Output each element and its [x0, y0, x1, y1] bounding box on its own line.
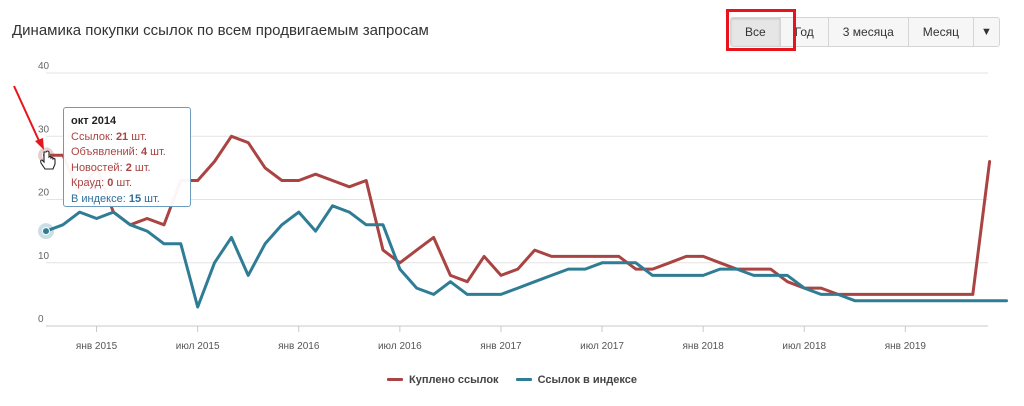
annotation-arrow-group — [13, 85, 44, 150]
y-tick-label: 30 — [38, 124, 50, 135]
tooltip-row-unit: шт. — [141, 192, 160, 205]
tooltip-row-value: 4 — [140, 146, 148, 158]
tooltip-row-label: Новостей: — [71, 161, 126, 174]
tooltip-row-unit: шт. — [128, 130, 147, 143]
chart-tooltip: окт 2014 Ссылок: 21 шт. Объявлений: 4 шт.… — [63, 107, 191, 207]
range-all-button[interactable]: Все — [731, 18, 781, 46]
x-tick-label: янв 2019 — [885, 341, 927, 352]
y-tick-label: 10 — [38, 251, 50, 262]
tooltip-row-label: Объявлений: — [71, 146, 141, 158]
tooltip-row-value: 15 — [128, 192, 142, 205]
chart-grid — [46, 72, 988, 327]
legend-label-bought: Куплено ссылок — [409, 373, 499, 386]
range-more-dropdown[interactable]: ▼ — [980, 26, 992, 38]
chart-series — [44, 134, 1008, 309]
tooltip-row: Крауд: 0 шт. — [71, 176, 183, 192]
tooltip-row: В индексе: 15 шт. — [71, 192, 183, 208]
tooltip-row-label: В индексе: — [71, 192, 129, 205]
tooltip-row-unit: шт. — [147, 146, 166, 158]
tooltip-date: окт 2014 — [71, 115, 117, 127]
tooltip-row-unit: шт. — [113, 177, 133, 189]
tooltip-row-unit: шт. — [131, 161, 151, 174]
x-tick-label: июл 2018 — [782, 341, 826, 352]
x-tick-label: июл 2015 — [176, 341, 220, 352]
legend-item-indexed[interactable]: Ссылок в индексе — [515, 373, 637, 386]
range-year-button[interactable]: Год — [781, 18, 829, 46]
annotation-arrowhead — [35, 138, 44, 150]
highlight-box — [726, 9, 796, 51]
legend-item-bought[interactable]: Куплено ссылок — [387, 374, 499, 386]
chart-title: Динамика покупки ссылок по всем продвига… — [12, 22, 429, 39]
y-tick-label: 40 — [38, 61, 50, 72]
x-tick-label: июл 2016 — [378, 341, 422, 352]
x-tick-label: янв 2018 — [683, 341, 725, 352]
annotation-arrow — [13, 85, 41, 144]
y-tick-label: 0 — [38, 314, 44, 325]
x-tick-label: янв 2016 — [278, 341, 320, 352]
series-line-indexed — [44, 204, 1008, 309]
range-selector: Все Год 3 месяца Месяц ▼ — [730, 17, 1000, 47]
tooltip-row: Новостей: 2 шт. — [71, 161, 183, 177]
y-tick-label: 20 — [38, 188, 50, 199]
series-line-bought — [44, 134, 992, 296]
x-tick-label: янв 2015 — [76, 341, 118, 352]
tooltip-row: Ссылок: 21 шт. — [71, 130, 183, 146]
legend-label-indexed: Ссылок в индексе — [537, 373, 637, 386]
tooltip-row: Объявлений: 4 шт. — [71, 145, 183, 161]
tooltip-row-label: Крауд: — [71, 177, 108, 189]
range-3months-button[interactable]: 3 месяца — [829, 18, 909, 46]
tooltip-row-value: 21 — [115, 130, 129, 143]
legend-swatch-indexed — [515, 378, 532, 381]
x-tick-label: июл 2017 — [580, 341, 624, 352]
hover-point-indexed — [42, 227, 50, 236]
chart-legend: Куплено ссылок Ссылок в индексе — [0, 372, 1024, 386]
tooltip-row-value: 2 — [125, 161, 132, 174]
legend-swatch-bought — [387, 378, 403, 381]
tooltip-row-label: Ссылок: — [71, 130, 116, 143]
range-month-button[interactable]: Месяц — [909, 18, 974, 46]
tooltip-row-value: 0 — [107, 177, 114, 189]
y-axis-ticks: 0 10 20 30 40 — [38, 61, 50, 325]
hand-cursor-icon — [40, 150, 56, 170]
tooltip-rows: Ссылок: 21 шт. Объявлений: 4 шт. Новостей:… — [71, 130, 183, 208]
x-tick-label: янв 2017 — [480, 341, 522, 352]
x-axis-ticks: янв 2015 июл 2015 янв 2016 июл 2016 янв 2017… — [76, 326, 927, 352]
